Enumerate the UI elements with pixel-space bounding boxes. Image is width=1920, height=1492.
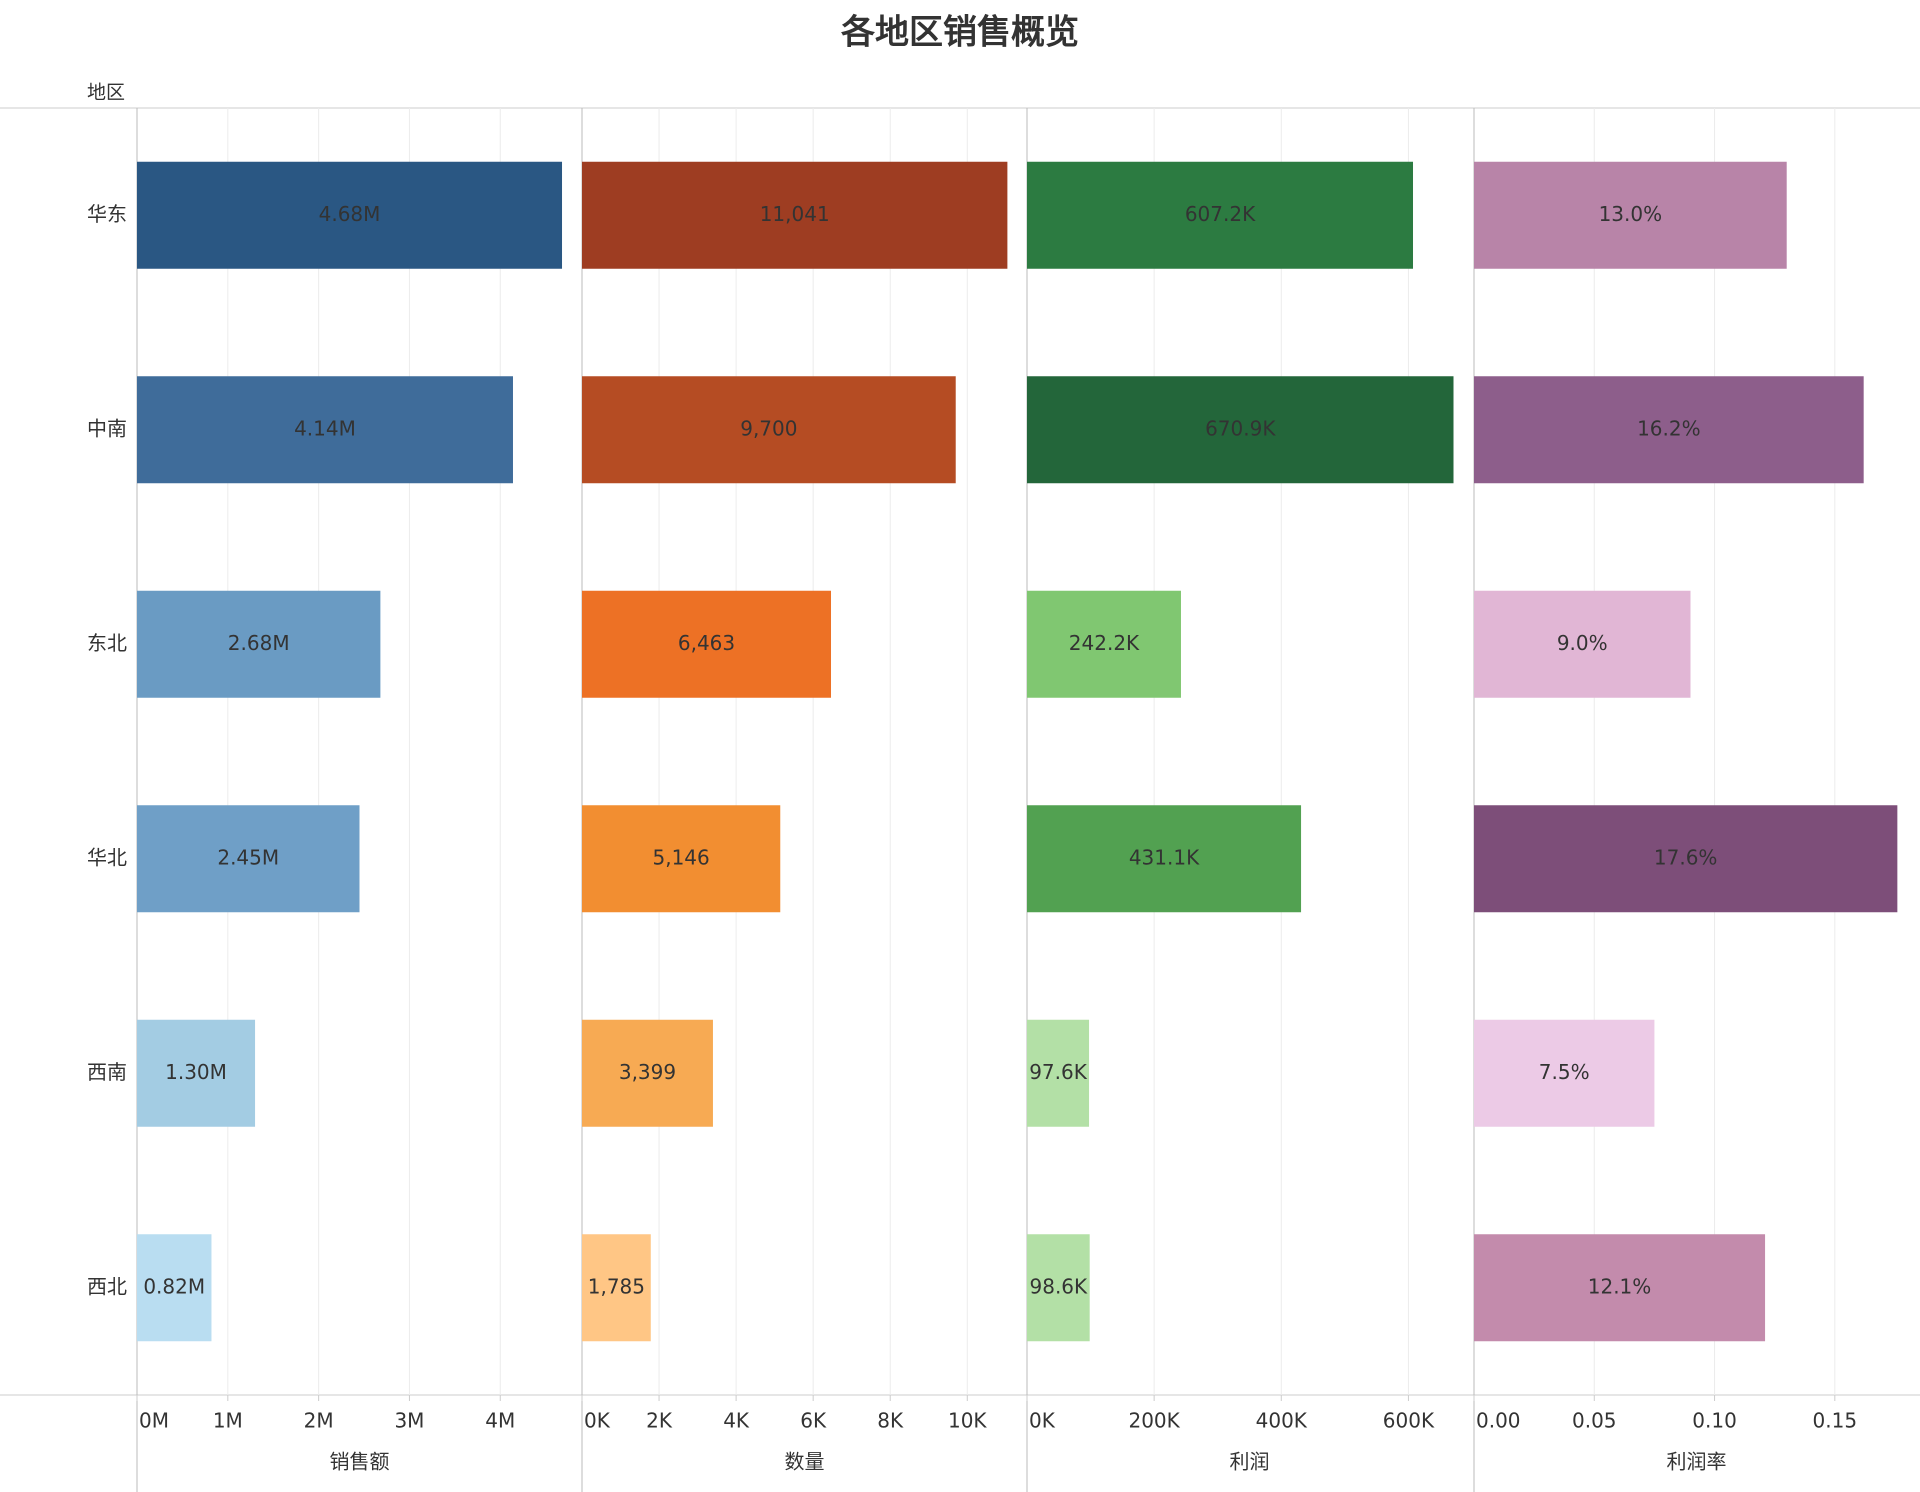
bar	[1474, 805, 1898, 913]
bar	[137, 376, 513, 484]
x-tick-label: 8K	[877, 1409, 904, 1433]
value-label: 6,463	[678, 631, 735, 655]
value-label: 607.2K	[1185, 202, 1256, 226]
x-tick-label: 6K	[800, 1409, 827, 1433]
bar	[582, 1019, 713, 1127]
x-tick-label: 200K	[1128, 1409, 1180, 1433]
value-label: 16.2%	[1637, 416, 1701, 440]
value-label: 11,041	[760, 202, 830, 226]
bar	[137, 590, 381, 698]
x-tick-label: 2M	[304, 1409, 334, 1433]
bar	[1027, 1234, 1090, 1342]
value-label: 17.6%	[1654, 845, 1718, 869]
value-label: 9.0%	[1557, 631, 1608, 655]
axis-title: 销售额	[330, 1450, 390, 1474]
bar	[582, 376, 956, 484]
bar	[1027, 590, 1181, 698]
category-label: 东北	[87, 631, 127, 655]
value-label: 2.45M	[217, 845, 279, 869]
value-label: 2.68M	[228, 631, 290, 655]
value-label: 9,700	[740, 416, 797, 440]
bar	[582, 161, 1008, 269]
bar	[582, 805, 781, 913]
value-label: 12.1%	[1588, 1274, 1652, 1298]
bar	[1027, 161, 1414, 269]
x-tick-label: 0.15	[1813, 1409, 1858, 1433]
value-label: 0.82M	[143, 1274, 205, 1298]
value-label: 1,785	[588, 1274, 645, 1298]
bar	[1474, 1234, 1766, 1342]
value-label: 3,399	[619, 1060, 676, 1084]
x-tick-label: 0K	[1029, 1409, 1056, 1433]
value-label: 1.30M	[165, 1060, 227, 1084]
bar	[582, 590, 832, 698]
bar	[1027, 805, 1302, 913]
category-label: 中南	[87, 416, 127, 440]
value-label: 670.9K	[1205, 416, 1276, 440]
bar	[1027, 376, 1454, 484]
category-label: 华东	[87, 202, 127, 226]
x-tick-label: 3M	[394, 1409, 424, 1433]
x-tick-label: 0.00	[1476, 1409, 1521, 1433]
value-label: 242.2K	[1069, 631, 1140, 655]
bar	[1474, 1019, 1655, 1127]
category-label: 西北	[87, 1274, 127, 1298]
value-label: 98.6K	[1030, 1274, 1089, 1298]
x-tick-label: 2K	[646, 1409, 673, 1433]
value-label: 431.1K	[1129, 845, 1200, 869]
axis-title: 利润	[1230, 1450, 1270, 1474]
value-label: 7.5%	[1539, 1060, 1590, 1084]
value-label: 5,146	[653, 845, 710, 869]
value-label: 4.14M	[294, 416, 356, 440]
value-label: 4.68M	[319, 202, 381, 226]
axis-title: 数量	[785, 1450, 825, 1474]
row-header: 地区	[87, 82, 125, 104]
x-tick-label: 4K	[723, 1409, 750, 1433]
x-tick-label: 0K	[584, 1409, 611, 1433]
bar	[1474, 590, 1691, 698]
bar	[137, 1234, 212, 1342]
bar	[1027, 1019, 1090, 1127]
value-label: 13.0%	[1599, 202, 1663, 226]
x-tick-label: 0.10	[1692, 1409, 1737, 1433]
x-tick-label: 10K	[948, 1409, 987, 1433]
bar	[137, 805, 360, 913]
chart-title: 各地区销售概览	[841, 13, 1079, 53]
category-label: 华北	[87, 845, 127, 869]
axis-title: 利润率	[1667, 1450, 1727, 1474]
x-tick-label: 400K	[1256, 1409, 1308, 1433]
category-label: 西南	[87, 1060, 127, 1084]
x-tick-label: 600K	[1383, 1409, 1435, 1433]
bar	[582, 1234, 651, 1342]
x-tick-label: 4M	[485, 1409, 515, 1433]
bar	[137, 161, 563, 269]
value-label: 97.6K	[1029, 1060, 1088, 1084]
bar	[1474, 161, 1787, 269]
x-tick-label: 0.05	[1572, 1409, 1617, 1433]
x-tick-label: 0M	[139, 1409, 169, 1433]
bar	[137, 1019, 256, 1127]
x-tick-label: 1M	[213, 1409, 243, 1433]
bar	[1474, 376, 1864, 484]
